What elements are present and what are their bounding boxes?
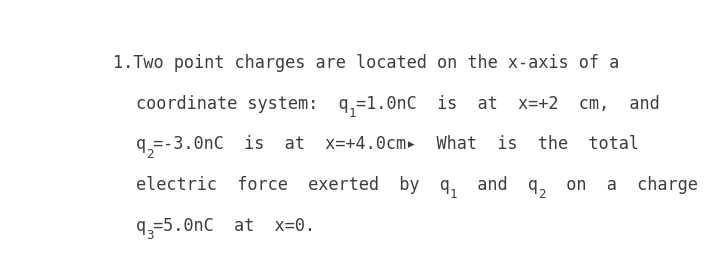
Text: 1: 1 bbox=[348, 107, 356, 120]
Text: coordinate system:  q: coordinate system: q bbox=[136, 95, 348, 113]
Text: =1.0nC  is  at  x=+2  cm,  and: =1.0nC is at x=+2 cm, and bbox=[356, 95, 660, 113]
Text: =5.0nC  at  x=0.: =5.0nC at x=0. bbox=[153, 217, 315, 235]
Text: 1.Two point charges are located on the x-axis of a: 1.Two point charges are located on the x… bbox=[114, 54, 620, 72]
Text: 2: 2 bbox=[538, 188, 546, 201]
Text: and  q: and q bbox=[457, 176, 538, 194]
Text: on  a  charge: on a charge bbox=[546, 176, 698, 194]
Text: 3: 3 bbox=[146, 229, 153, 242]
Text: =-3.0nC  is  at  x=+4.0cm▸  What  is  the  total: =-3.0nC is at x=+4.0cm▸ What is the tota… bbox=[153, 136, 639, 153]
Text: q: q bbox=[136, 217, 146, 235]
Text: 1: 1 bbox=[449, 188, 457, 201]
Text: 2: 2 bbox=[146, 147, 153, 161]
Text: q: q bbox=[136, 136, 146, 153]
Text: electric  force  exerted  by  q: electric force exerted by q bbox=[136, 176, 449, 194]
